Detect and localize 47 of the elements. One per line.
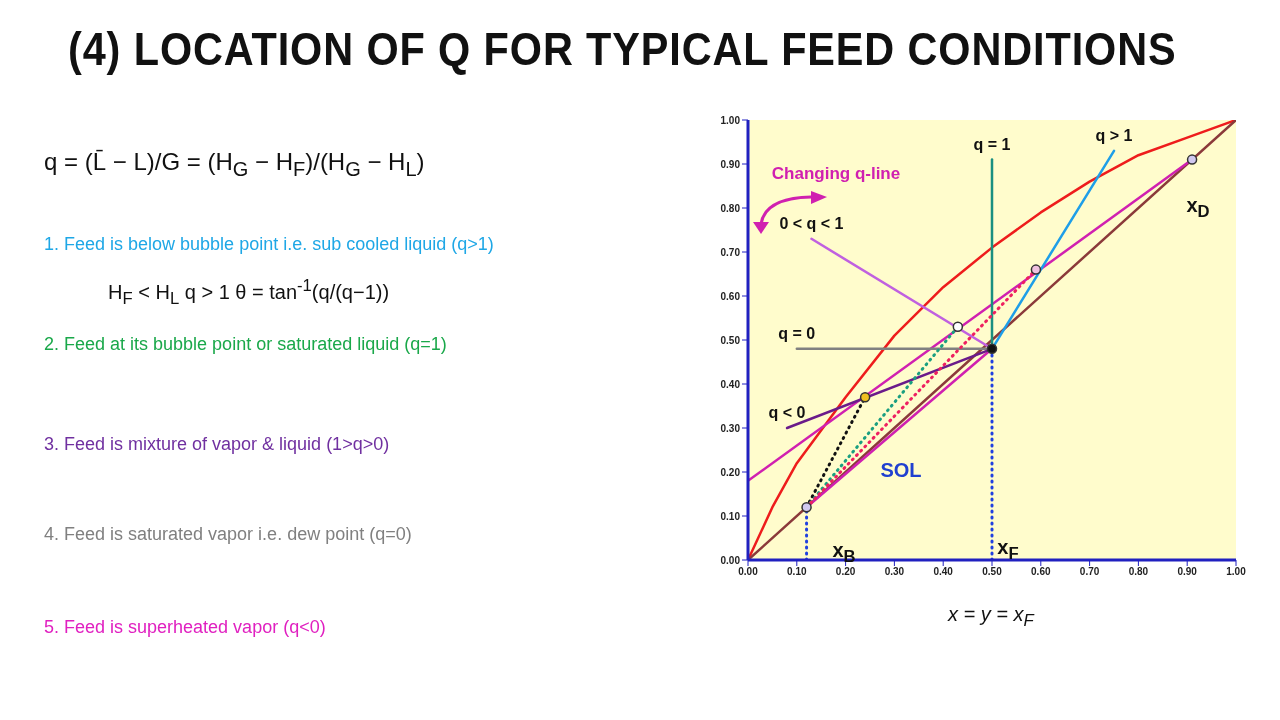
y-tick-label: 0.30: [720, 422, 741, 434]
x-tick-label: 0.70: [1079, 566, 1100, 578]
y-tick-label: 0.40: [720, 378, 741, 390]
annotation: x$_{F}$: [997, 536, 1019, 564]
x-tick-label: 0.50: [982, 566, 1003, 578]
y-tick-label: 0.10: [720, 510, 741, 522]
x-tick-label: 0.00: [738, 566, 759, 578]
series-label: q < 0: [768, 404, 806, 421]
text: 2. Feed at its bubble point or saturated liquid (q=1): [44, 334, 447, 355]
text: 5. Feed is superheated vapor (q<0): [44, 617, 326, 638]
point: [859, 391, 871, 403]
y-tick-label: 0.90: [720, 158, 741, 170]
series-label: 0 < q < 1: [779, 214, 844, 232]
x-tick-label: 0.10: [787, 566, 807, 578]
annotation: x$_{D}$: [1186, 194, 1210, 222]
y-tick-label: 0.50: [720, 334, 741, 346]
y-tick-label: 0.20: [720, 466, 741, 478]
chart-title: (4) LOCATION OF Q FOR TYPICAL FEED CONDITIONS: [68, 22, 1177, 76]
point: [1030, 264, 1042, 275]
y-tick-label: 1.00: [720, 114, 741, 126]
point: [952, 321, 964, 333]
text: 3. Feed is mixture of vapor & liquid (1>q>0): [44, 434, 390, 455]
text: 4. Feed is saturated vapor i.e. dew point (q=0): [44, 524, 412, 545]
series-label: q = 1: [973, 135, 1011, 153]
point: [986, 343, 998, 355]
y-tick-label: 0.80: [720, 202, 741, 214]
series-label: q = 0: [778, 324, 816, 342]
y-tick-label: 0.00: [720, 554, 741, 566]
x-tick-label: 0.90: [1177, 566, 1198, 578]
y-tick-label: 0.70: [720, 246, 741, 258]
line-series: [748, 120, 1236, 560]
y-tick-label: 0.60: [720, 290, 741, 302]
x-tick-label: 0.80: [1128, 566, 1149, 578]
x-tick-label: 0.30: [884, 566, 905, 578]
text: H$_{F}$ < H$_{L}$ q > 1 θ = tan$^{-1}$(q/(q−1)): [108, 276, 390, 309]
x-tick-label: 0.60: [1031, 566, 1051, 578]
annotation: SOL: [880, 459, 922, 482]
text: q = (L̄ − L)/G = (H$_{G}$ − H$_{F}$)/(H$_{G}$ − H$_{L}$): [44, 148, 425, 180]
point: [801, 501, 812, 513]
text: x = y = x$_{F}$: [948, 603, 1034, 631]
x-tick-label: 0.20: [835, 566, 856, 578]
annotation: Changing q-line: [771, 164, 901, 184]
point: [1186, 154, 1198, 165]
x-tick-label: 0.40: [933, 566, 954, 578]
text: 1. Feed is below bubble point i.e. sub cooled liquid (q>1): [44, 234, 494, 255]
series-label: q > 1: [1095, 126, 1133, 144]
x-tick-label: 1.00: [1226, 566, 1247, 578]
